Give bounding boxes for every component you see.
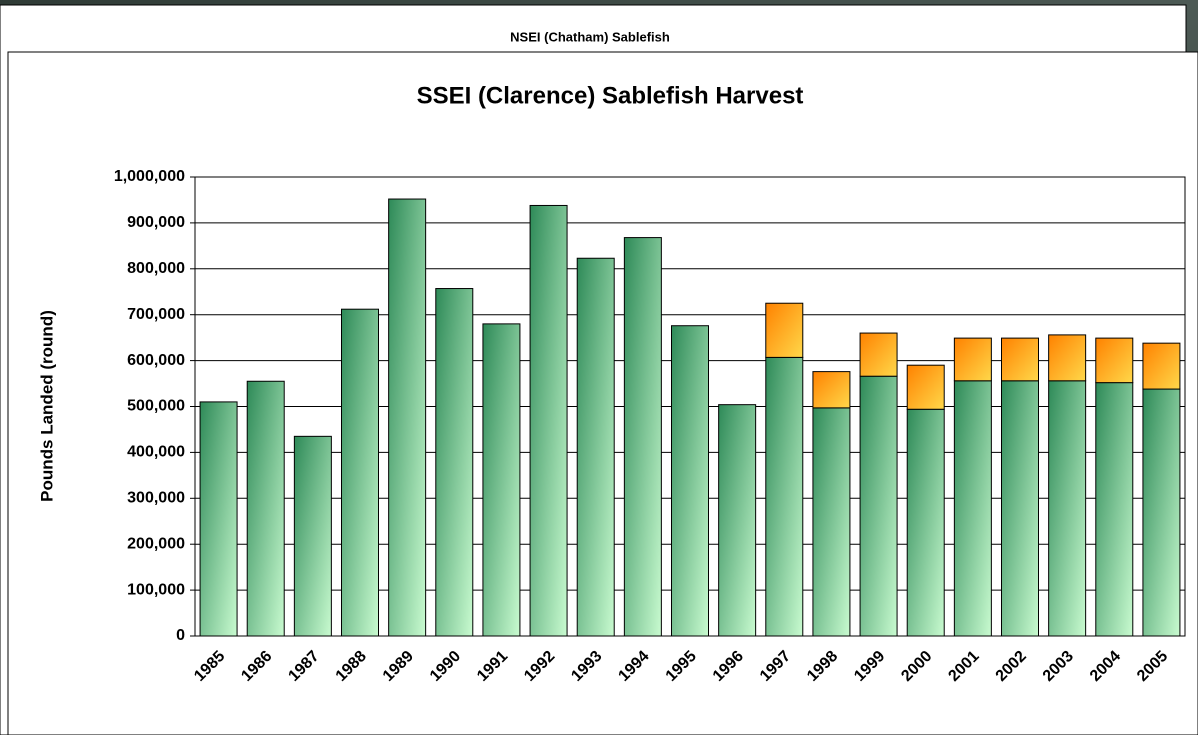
bar-segment [953,380,992,637]
bar-segment [576,257,615,637]
y-tick-label: 0 [176,627,185,644]
bar-segment [812,407,851,637]
bar-segment [293,435,332,637]
bar-segment [529,204,568,637]
bar-segment [765,302,804,358]
bar-segment [859,332,898,377]
bar-segment [482,323,521,637]
y-tick-label: 700,000 [127,306,185,323]
bar-segment [1048,334,1087,382]
plot: 0 100,000 200,000 300,000 400,000 500,000 600,… [114,168,1186,685]
bar-segment [906,364,945,410]
chart-title: SSEI (Clarence) Sablefish Harvest [417,82,804,109]
bar-segment [341,308,379,637]
back-window-title: NSEI (Chatham) Sablefish [510,29,670,44]
y-tick-label: 100,000 [127,581,185,598]
bar-segment [765,356,804,637]
y-tick-label: 300,000 [127,490,185,507]
y-tick-label: 200,000 [127,535,185,552]
bar-segment [1001,337,1039,382]
y-tick-label: 900,000 [127,214,185,231]
y-tick-label: 500,000 [127,398,185,415]
bar-segment [1048,380,1087,637]
y-tick-label: 400,000 [127,444,185,461]
bar-segment [199,401,238,637]
bar-segment [859,375,898,637]
bar-segment [246,380,285,637]
bar-segment [671,325,709,637]
y-tick-label: 600,000 [127,352,185,369]
bar-segment [812,371,851,409]
y-tick-label: 800,000 [127,260,185,277]
bar-segment [1095,382,1134,637]
bar-segment [953,337,992,382]
bar-segment [1142,342,1181,390]
bar-segment [623,237,662,637]
bar-segment [435,288,474,637]
bar-segment [906,408,945,637]
y-tick-label: 1,000,000 [114,168,185,185]
bar-segment [1095,337,1134,384]
bar-segment [388,198,427,637]
bar-segment [718,404,757,637]
y-axis-title: Pounds Landed (round) [37,310,56,502]
bar-segment [1001,380,1039,637]
bar-segment [1142,388,1181,637]
